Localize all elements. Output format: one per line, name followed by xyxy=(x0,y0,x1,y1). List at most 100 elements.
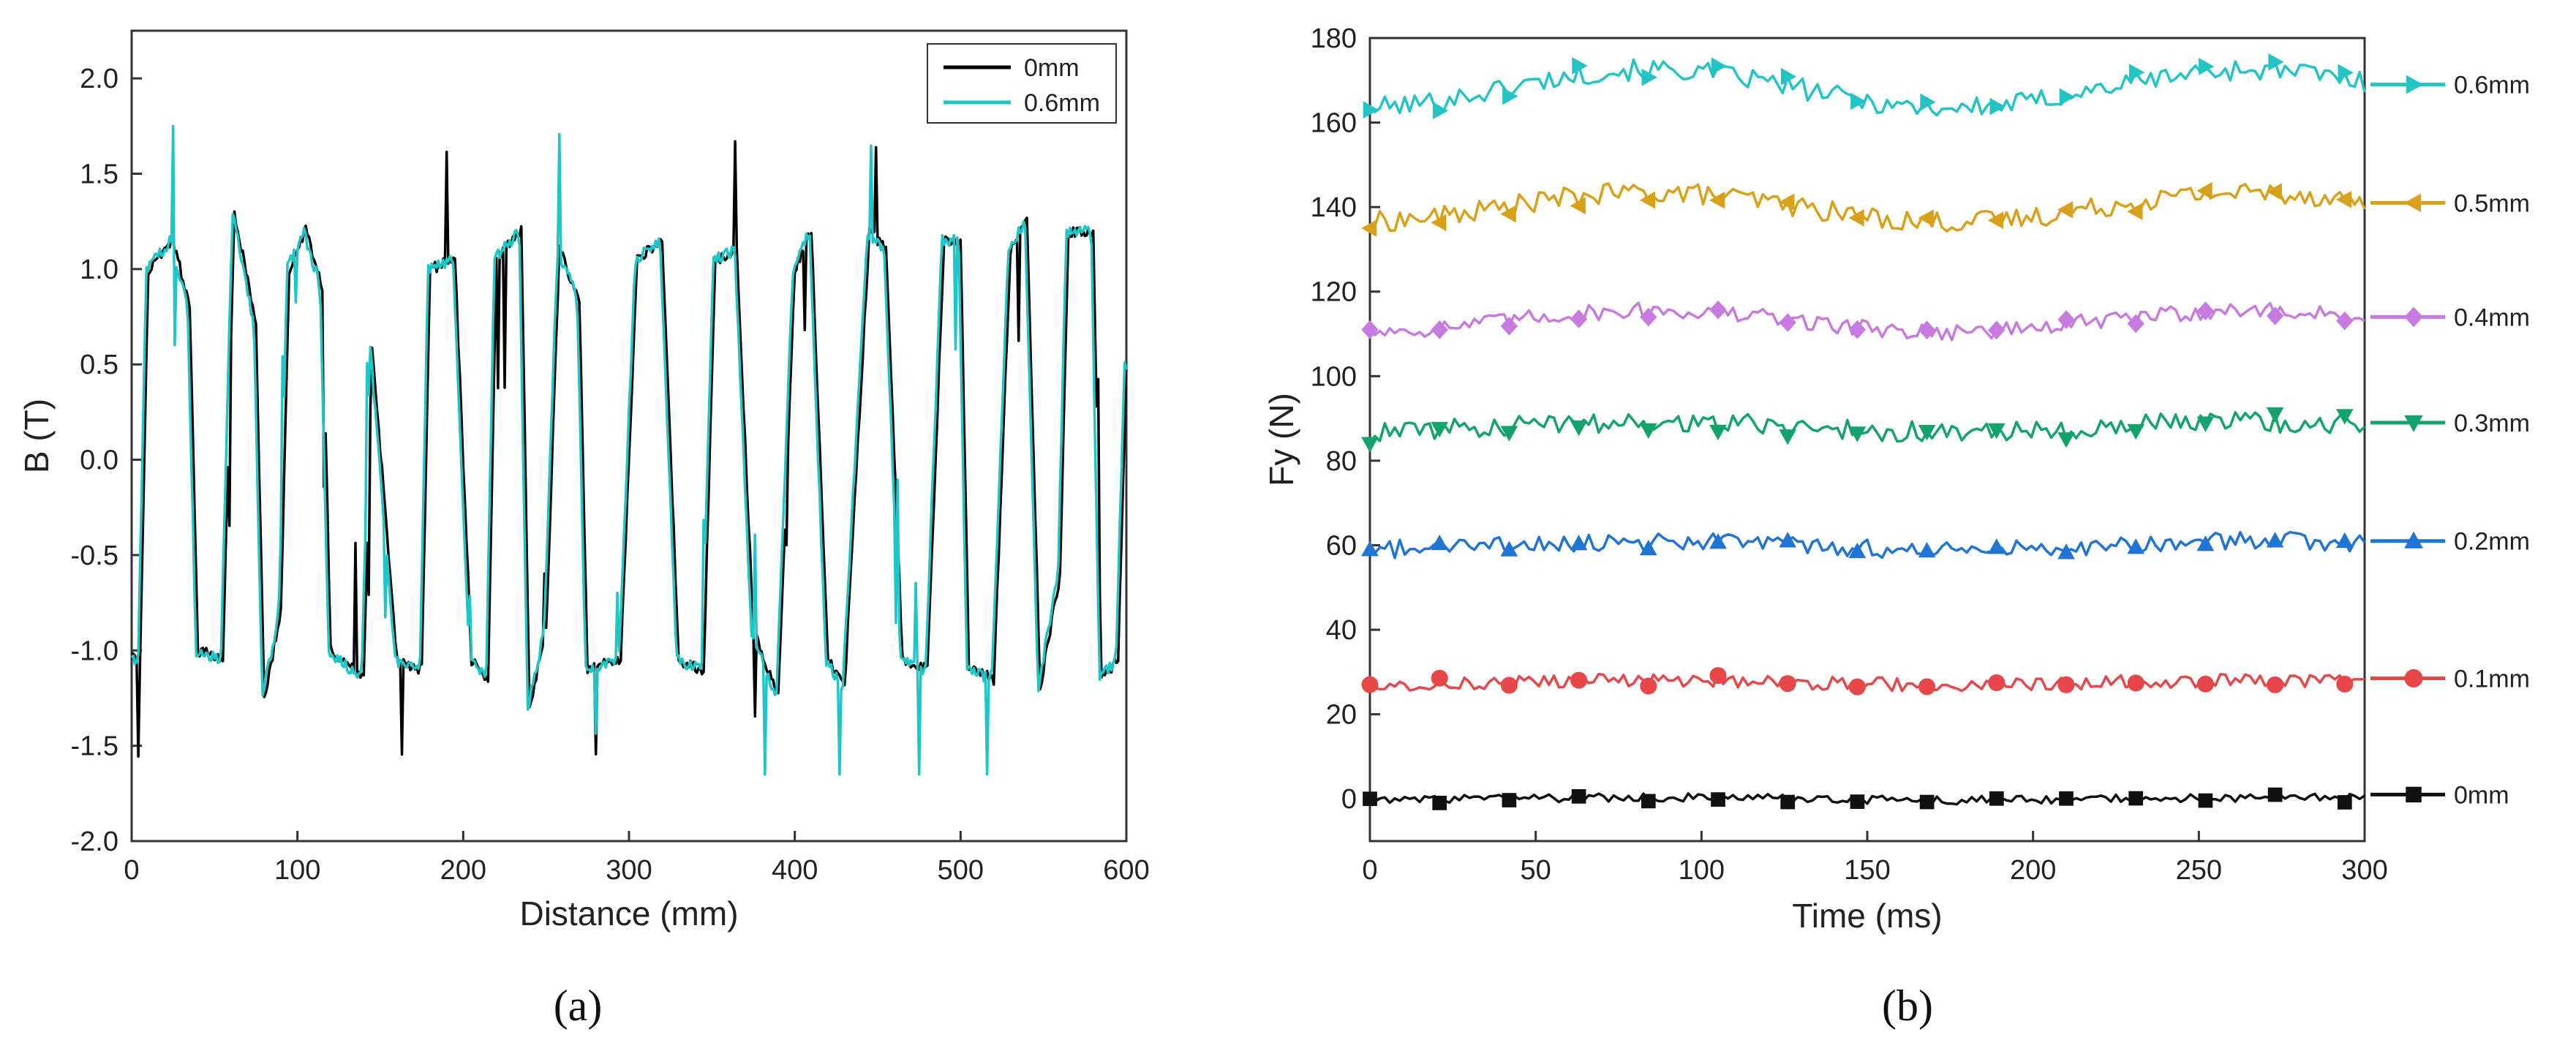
panel-b-point-0.1mm xyxy=(1431,669,1448,687)
panel-b-point-0.6mm xyxy=(2199,58,2215,75)
panel-b-point-0mm xyxy=(1711,792,1725,807)
panel-b-point-0.5mm xyxy=(2196,181,2212,200)
panel-b-point-0.4mm xyxy=(1640,307,1657,327)
panel-b-point-0.3mm xyxy=(1918,424,1936,441)
panel-b-point-0.6mm xyxy=(2268,53,2284,71)
panel-b-point-0.5mm xyxy=(2057,200,2074,219)
panel-b-point-0.1mm xyxy=(1988,674,2006,691)
panel-b: 0 20 40 60 80 100 120 140 160 180 0 50 100 150 200 250… xyxy=(1262,23,2530,1030)
panel-b-point-0.5mm xyxy=(2335,190,2352,208)
panel-b-point-0.3mm xyxy=(2266,407,2284,423)
panel-b-line-0.1mm xyxy=(1369,672,2365,693)
panel-b-point-0.5mm xyxy=(1709,191,1725,209)
panel-b-line-0.3mm xyxy=(1368,410,2366,445)
panel-b-point-0.2mm xyxy=(1709,533,1727,549)
panel-b-point-0.6mm xyxy=(1572,57,1588,75)
panel-b-point-0.2mm xyxy=(1987,538,2006,554)
panel-b-point-0.1mm xyxy=(1779,675,1796,693)
panel-b-point-0.5mm xyxy=(1918,209,1934,227)
panel-b-series-0.6mm xyxy=(1363,53,2366,120)
panel-b-point-0mm xyxy=(2337,795,2352,810)
panel-b-xtick-label: 150 xyxy=(1844,855,1890,886)
legend-label-0mm: 0mm xyxy=(2454,781,2509,809)
panel-a-xtick-label: 200 xyxy=(440,855,486,886)
panel-b-point-0mm xyxy=(1432,796,1447,810)
panel-b-ytick-label: 140 xyxy=(1311,192,1357,223)
panel-b-series-0.5mm xyxy=(1360,181,2366,237)
panel-b-point-0.5mm xyxy=(1431,214,1447,232)
panel-b-point-0.1mm xyxy=(2196,675,2214,693)
panel-b-point-0.6mm xyxy=(1641,68,1657,86)
panel-a-xlabel: Distance (mm) xyxy=(519,894,738,933)
panel-b-xtick-label: 300 xyxy=(2341,855,2387,886)
panel-b-point-0.2mm xyxy=(2057,543,2075,560)
panel-b-ytick-label: 40 xyxy=(1326,615,1357,646)
panel-b-point-0.3mm xyxy=(1639,423,1657,440)
panel-a-ytick-label: 1.5 xyxy=(80,159,118,190)
panel-b-point-0.2mm xyxy=(1848,542,1867,559)
panel-a-ytick-label: -2.0 xyxy=(71,826,118,857)
panel-b-point-0.4mm xyxy=(2266,306,2284,325)
panel-a-xtick-label: 400 xyxy=(772,855,818,886)
panel-b-point-0.3mm xyxy=(2127,423,2145,440)
panel-b-ytick-label: 120 xyxy=(1311,277,1357,308)
panel-b-point-0.6mm xyxy=(1920,93,1936,111)
panel-a-ytick-label: -1.5 xyxy=(71,731,118,762)
panel-b-caption: (b) xyxy=(1882,982,1933,1030)
panel-b-point-0mm xyxy=(1363,791,1377,807)
panel-b-point-0.6mm xyxy=(1850,92,1867,110)
panel-a-xtick-label: 300 xyxy=(606,855,652,886)
panel-b-ytick-label: 160 xyxy=(1311,108,1357,139)
panel-b-series-0.4mm xyxy=(1361,300,2365,342)
panel-b-point-0.4mm xyxy=(2196,301,2215,320)
panel-b-point-0mm xyxy=(1780,794,1796,810)
panel-b-point-0.3mm xyxy=(2057,432,2075,448)
legend-marker-0.4mm xyxy=(2404,306,2423,328)
panel-b-point-0mm xyxy=(1850,794,1865,810)
panel-b-point-0.1mm xyxy=(1640,677,1657,695)
panel-a-ytick-label: -0.5 xyxy=(71,540,118,571)
panel-b-legend: 0.6mm 0.5mm 0.4mm 0.3mm 0.2mm 0.1mm 0mm xyxy=(2370,72,2530,809)
panel-b-point-0.3mm xyxy=(1361,437,1379,453)
panel-b-point-0.4mm xyxy=(1500,317,1518,336)
panel-b-point-0.4mm xyxy=(1570,309,1588,328)
panel-b-point-0.6mm xyxy=(1432,102,1449,120)
panel-b-point-0.3mm xyxy=(1848,426,1867,442)
panel-b-point-0.6mm xyxy=(2338,64,2354,82)
panel-b-point-0mm xyxy=(2128,791,2144,806)
panel-b-point-0.4mm xyxy=(1848,320,1867,339)
panel-b-xtick-label: 100 xyxy=(1679,855,1725,886)
legend-label-0.2mm: 0.2mm xyxy=(2454,528,2530,556)
panel-a-legend: 0mm 0.6mm xyxy=(927,43,1117,124)
panel-b-point-0.6mm xyxy=(1711,57,1728,75)
legend-marker-0.3mm xyxy=(2404,415,2423,432)
panel-b-point-0.4mm xyxy=(1709,300,1727,320)
panel-a-caption: (a) xyxy=(554,982,603,1030)
panel-b-point-0.5mm xyxy=(1639,191,1656,209)
panel-b-point-0.4mm xyxy=(2336,311,2354,331)
panel-a: -2.0 -1.5 -1.0 -0.5 0.0 0.5 1.0 1.5 2.0 0 100 200 3… xyxy=(18,29,1150,1030)
panel-b-point-0mm xyxy=(1571,789,1586,804)
legend-label-0mm: 0mm xyxy=(1024,54,1080,82)
panel-a-xtick-label: 100 xyxy=(274,855,320,886)
panel-b-point-0.3mm xyxy=(1987,423,2006,440)
panel-b-point-0.4mm xyxy=(2127,314,2144,334)
panel-b-line-0.6mm xyxy=(1369,58,2366,117)
panel-b-point-0mm xyxy=(1989,791,2004,806)
panel-b-point-0.2mm xyxy=(1639,539,1657,556)
panel-a-xtick-label: 0 xyxy=(124,855,139,886)
panel-b-point-0.5mm xyxy=(2266,183,2282,200)
panel-b-point-0.2mm xyxy=(1918,541,1936,558)
panel-b-point-0.2mm xyxy=(1361,540,1379,557)
panel-b-point-0.1mm xyxy=(2336,675,2354,693)
panel-a-xtick-label: 500 xyxy=(938,855,984,886)
panel-a-ylabel: B (T) xyxy=(18,399,56,473)
panel-b-point-0.4mm xyxy=(1779,313,1796,332)
panel-b-series-0.2mm xyxy=(1361,530,2366,560)
legend-label-0.1mm: 0.1mm xyxy=(2454,666,2530,693)
panel-b-point-0mm xyxy=(2267,787,2283,802)
panel-a-ytick-label: 0.5 xyxy=(80,350,118,380)
panel-a-ytick-label: 0.0 xyxy=(80,445,118,476)
panel-b-point-0.2mm xyxy=(2196,535,2215,551)
